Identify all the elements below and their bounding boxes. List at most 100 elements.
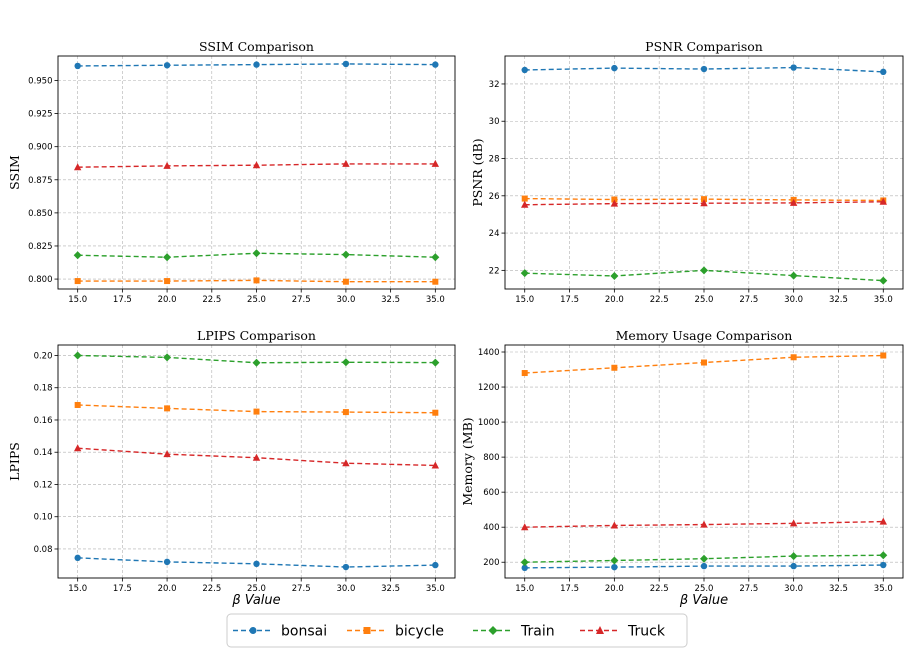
data-point	[342, 409, 349, 416]
x-tick-label: 30.0	[784, 584, 803, 594]
panel-psnr: PSNR Comparison PSNR (dB) 15.0 17.5 20.0 22…	[470, 39, 904, 305]
axes-frame	[57, 55, 456, 290]
data-point	[521, 523, 529, 531]
legend-item-bicycle: bicycle	[347, 624, 444, 640]
data-point	[74, 62, 81, 70]
y-tick-label: 0.18	[34, 384, 53, 394]
data-point	[700, 520, 708, 528]
series-bicycle	[74, 277, 439, 285]
x-tick-label: 15.0	[68, 295, 87, 305]
x-tick-label: 30.0	[336, 295, 355, 305]
data-point	[164, 405, 171, 412]
panel-memory: Memory Usage Comparison Memory (MB) β Va…	[460, 328, 904, 608]
x-tick-label: 30.0	[784, 295, 803, 305]
x-tick-label: 15.0	[515, 584, 534, 594]
x-tick-label: 25.0	[695, 295, 714, 305]
legend-marker	[488, 626, 498, 635]
legend-marker	[596, 626, 604, 634]
x-tick-label: 20.0	[158, 584, 177, 594]
data-point	[610, 271, 619, 280]
data-point	[611, 196, 618, 203]
legend-label: bicycle	[395, 624, 444, 640]
y-axis-label: SSIM	[7, 155, 22, 190]
y-tick-label: 0.10	[34, 513, 53, 523]
gridlines	[505, 56, 903, 289]
data-point	[789, 552, 798, 561]
data-point	[879, 551, 888, 560]
y-tick-label: 26	[489, 192, 500, 202]
data-point	[342, 159, 350, 167]
series-bonsai	[74, 554, 439, 571]
data-point	[432, 278, 439, 285]
data-point	[521, 370, 528, 377]
x-tick-label: 15.0	[515, 295, 534, 305]
data-point	[74, 401, 81, 408]
x-tick-label: 27.5	[739, 295, 758, 305]
data-point	[701, 359, 707, 366]
data-point	[611, 563, 618, 571]
data-point	[431, 159, 440, 167]
data-point	[880, 561, 887, 569]
series-truck	[521, 197, 887, 208]
panel-ssim: SSIM Comparison SSIM 15.0 17.5 20.0 22.5 25.…	[7, 39, 456, 305]
x-tick-label: 20.0	[158, 295, 177, 305]
y-tick-label: 600	[483, 488, 499, 498]
y-axis-label: PSNR (dB)	[470, 138, 485, 206]
ticks: 15.0 17.5 20.0 22.5 25.0 27.5 30.0 32.5 35.0 0.08…	[34, 351, 445, 594]
axes-frame	[504, 344, 904, 579]
data-point	[700, 266, 708, 275]
data-point	[521, 195, 528, 202]
data-point	[431, 253, 440, 262]
x-tick-label: 30.0	[336, 584, 355, 594]
data-point	[342, 278, 349, 285]
data-point	[879, 197, 887, 205]
x-tick-label: 32.5	[381, 584, 400, 594]
x-tick-label: 20.0	[605, 295, 624, 305]
series-truck	[73, 159, 440, 171]
legend-item-bonsai: bonsai	[233, 624, 327, 640]
y-axis-label: LPIPS	[7, 442, 22, 481]
data-point	[163, 253, 172, 262]
x-tick-label: 25.0	[695, 584, 714, 594]
data-point	[790, 562, 797, 570]
y-tick-label: 32	[489, 80, 500, 90]
data-point	[521, 564, 528, 572]
ticks: 15.0 17.5 20.0 22.5 25.0 27.5 30.0 32.5 35.0 22 24…	[489, 80, 893, 305]
gridlines	[505, 345, 903, 578]
data-point	[253, 277, 260, 284]
data-point	[252, 161, 261, 169]
data-point	[432, 409, 439, 416]
y-tick-label: 1200	[478, 383, 500, 393]
x-tick-label: 17.5	[560, 295, 579, 305]
data-point	[253, 61, 260, 68]
series-truck	[73, 444, 440, 469]
y-tick-label: 1400	[478, 348, 500, 358]
panel-lpips: LPIPS Comparison LPIPS β Value 15.0 17.5 2…	[7, 328, 456, 608]
data-point	[73, 163, 82, 171]
data-point	[879, 276, 888, 285]
data-point	[790, 354, 797, 361]
series-train	[520, 551, 888, 567]
y-tick-label: 0.825	[28, 242, 52, 252]
data-point	[700, 199, 708, 207]
series-train	[73, 351, 440, 367]
series-bonsai	[521, 64, 887, 76]
x-tick-label: 15.0	[68, 584, 87, 594]
data-point	[252, 453, 261, 461]
ticks: 15.0 17.5 20.0 22.5 25.0 27.5 30.0 32.5 35.0 0.80…	[28, 76, 445, 305]
y-tick-label: 0.850	[28, 209, 52, 219]
x-axis-label: β Value	[679, 593, 728, 608]
y-tick-label: 0.900	[28, 143, 52, 153]
y-tick-label: 30	[489, 117, 500, 127]
x-tick-label: 27.5	[739, 584, 758, 594]
data-point	[611, 64, 618, 72]
x-tick-label: 22.5	[202, 295, 221, 305]
y-tick-label: 22	[489, 266, 500, 276]
data-point	[700, 554, 708, 563]
series-bonsai	[74, 60, 439, 70]
data-point	[789, 271, 798, 280]
chart-title: SSIM Comparison	[199, 39, 314, 54]
y-tick-label: 28	[489, 155, 500, 165]
x-tick-label: 25.0	[247, 584, 266, 594]
